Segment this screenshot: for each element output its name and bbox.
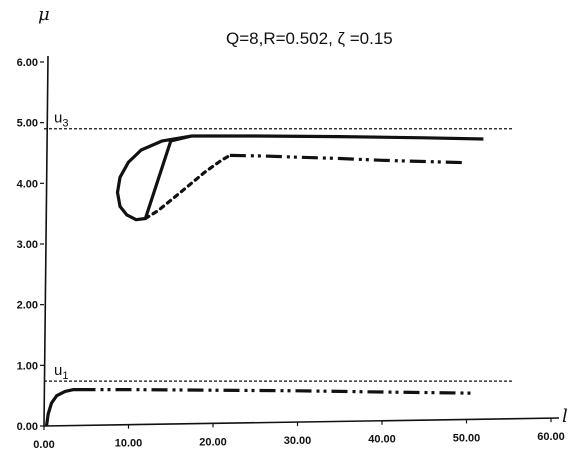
x-axis-label: l [562, 406, 568, 427]
series-line-2-dotted [143, 153, 232, 221]
x-tick-label: 60.00 [537, 431, 565, 443]
x-tick-label: 30.00 [284, 435, 312, 447]
x-tick-label: 0.00 [33, 439, 54, 451]
y-tick-label: 4.00 [17, 178, 38, 190]
series-line-4-solid [44, 388, 80, 427]
x-tick-label: 50.00 [453, 432, 481, 444]
x-axis-line [43, 417, 560, 427]
series-line-1-solid [115, 134, 484, 222]
x-tick-label: 40.00 [368, 434, 396, 446]
y-tick-label: 6.00 [17, 57, 38, 69]
y-tick-label: 0.00 [17, 421, 38, 433]
chart-title: Q=8,R=0.502, ζ =0.15 [226, 29, 393, 48]
reference-label-u3: u3 [54, 110, 68, 130]
x-tick-label: 10.00 [115, 438, 143, 450]
y-axis-line [43, 55, 49, 427]
series-group [44, 134, 484, 427]
y-tick-label: 3.00 [17, 239, 38, 251]
y-tick-label: 2.00 [17, 300, 38, 312]
x-tick-label: 20.00 [199, 436, 227, 448]
y-tick-label: 1.00 [17, 360, 38, 372]
series-line-3-dash-dot-dot [229, 153, 467, 165]
y-axis-label: μ [38, 4, 50, 25]
axes: 0.00 1.00 2.00 3.00 4.00 5.00 6.00 0.00 10.00 20.… [17, 55, 565, 451]
y-tick-label: 5.00 [17, 118, 38, 130]
reference-lines: u3 u1 [44, 110, 513, 382]
reference-label-u1: u1 [54, 362, 68, 382]
series-line-5-dash-dot-dot [79, 388, 475, 395]
chart-text: Q=8,R=0.502, ζ =0.15 μ l [38, 4, 568, 427]
